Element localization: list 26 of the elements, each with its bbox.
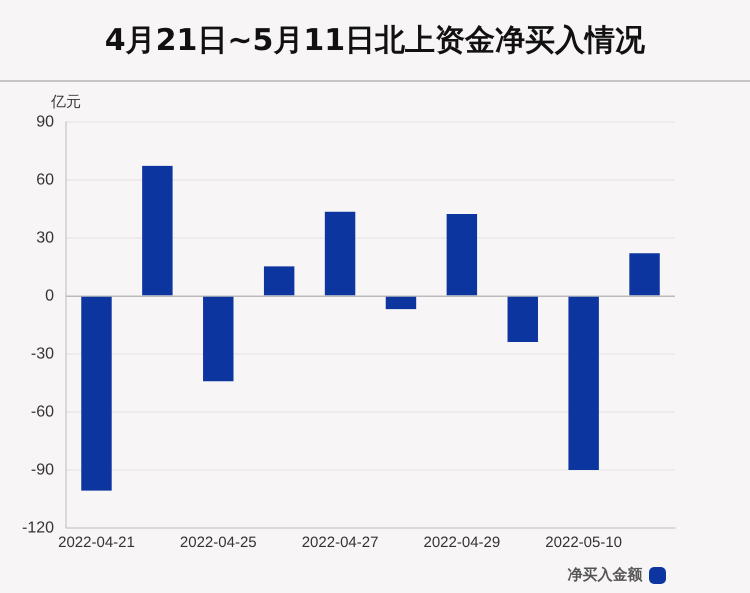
bar [264, 266, 294, 296]
bar [629, 253, 660, 296]
bar [324, 212, 356, 296]
y-tick-label: -90 [30, 461, 54, 478]
x-tick-label: 2022-04-27 [302, 534, 378, 552]
y-tick-label: 0 [45, 287, 54, 304]
y-tick-label: -120 [22, 519, 54, 536]
legend-label: 净买入金额 [568, 565, 644, 584]
y-tick-label: 30 [36, 229, 54, 246]
bar [203, 296, 234, 382]
x-tick-label: 2022-04-25 [180, 534, 257, 552]
x-tick-label: 2022-04-21 [58, 534, 135, 552]
y-tick-label: 60 [36, 171, 54, 188]
bar [568, 296, 599, 470]
bar [81, 296, 112, 491]
bar [446, 214, 478, 296]
y-tick-label: 90 [36, 113, 54, 130]
bar [386, 296, 416, 310]
y-tick-label: -30 [30, 345, 54, 362]
bar [142, 166, 173, 296]
y-tick-label: -60 [30, 403, 54, 420]
x-tick-label: 2022-05-10 [545, 534, 622, 552]
x-tick-label: 2022-04-29 [423, 534, 500, 552]
y-axis-title: 亿元 [50, 92, 82, 110]
chart-title: 4月21日~5月11日北上资金净买入情况 [0, 0, 750, 82]
bar [508, 296, 538, 342]
